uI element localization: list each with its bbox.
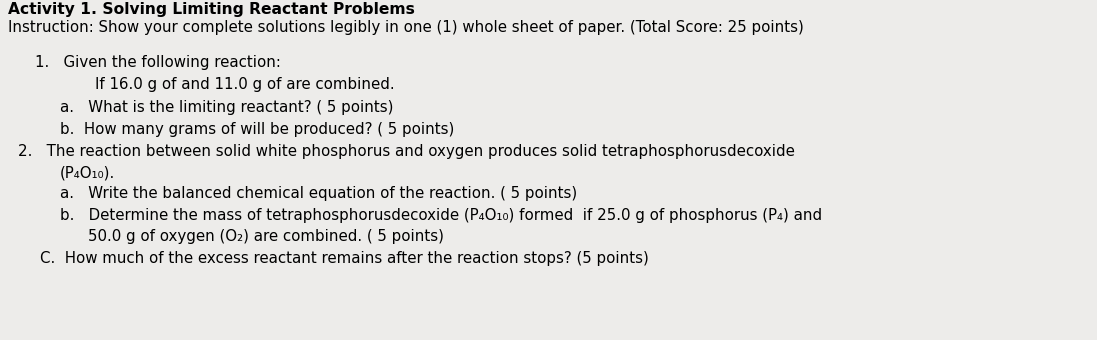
Text: b.  How many grams of will be produced? ( 5 points): b. How many grams of will be produced? (… xyxy=(60,122,454,137)
Text: a.   Write the balanced chemical equation of the reaction. ( 5 points): a. Write the balanced chemical equation … xyxy=(60,186,577,201)
Text: 50.0 g of oxygen (O₂) are combined. ( 5 points): 50.0 g of oxygen (O₂) are combined. ( 5 … xyxy=(88,229,444,244)
Text: a.   What is the limiting reactant? ( 5 points): a. What is the limiting reactant? ( 5 po… xyxy=(60,100,394,115)
Text: (P₄O₁₀).: (P₄O₁₀). xyxy=(60,165,115,180)
Text: b.   Determine the mass of tetraphosphorusdecoxide (P₄O₁₀) formed  if 25.0 g of : b. Determine the mass of tetraphosphorus… xyxy=(60,208,822,223)
Text: C.  How much of the excess reactant remains after the reaction stops? (5 points): C. How much of the excess reactant remai… xyxy=(39,251,648,266)
Text: 1.   Given the following reaction:: 1. Given the following reaction: xyxy=(35,55,281,70)
Text: Instruction: Show your complete solutions legibly in one (1) whole sheet of pape: Instruction: Show your complete solution… xyxy=(8,20,804,35)
Text: 2.   The reaction between solid white phosphorus and oxygen produces solid tetra: 2. The reaction between solid white phos… xyxy=(18,144,795,159)
Text: Activity 1. Solving Limiting Reactant Problems: Activity 1. Solving Limiting Reactant Pr… xyxy=(8,2,415,17)
Text: If 16.0 g of and 11.0 g of are combined.: If 16.0 g of and 11.0 g of are combined. xyxy=(95,77,395,92)
